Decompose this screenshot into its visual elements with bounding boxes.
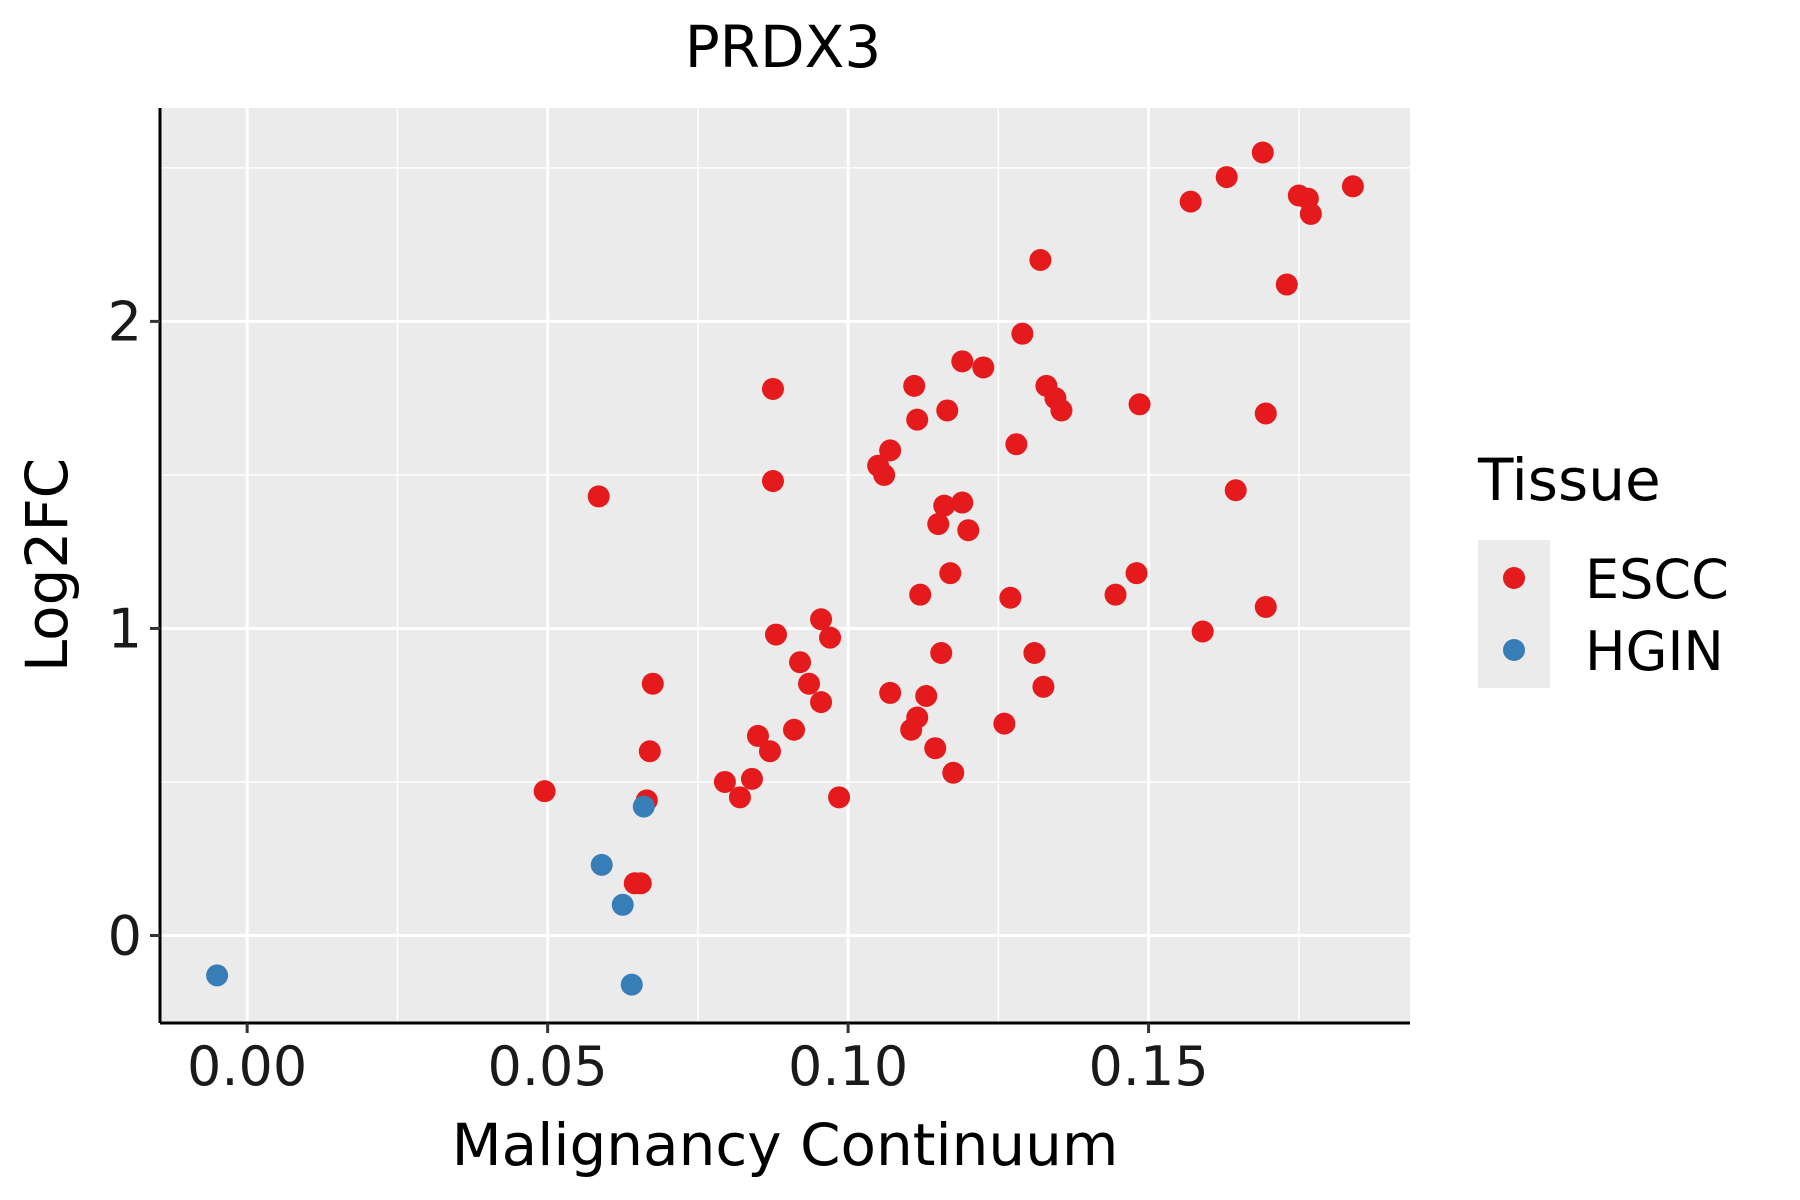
data-point-escc [1224,479,1247,502]
x-axis-ticks: 0.00 0.05 0.10 0.15 [187,1023,1209,1098]
legend: Tissue ESCC HGIN [1477,446,1729,688]
data-point-escc [1125,562,1148,585]
data-point-escc [909,583,932,606]
data-point-escc [1341,175,1364,198]
data-point-escc [915,684,938,707]
data-point-escc [951,350,974,373]
data-point-escc [933,494,956,517]
data-point-escc [1275,273,1298,296]
data-point-escc [810,608,833,631]
data-point-escc [713,770,736,793]
data-point-escc [1104,583,1127,606]
data-point-escc [873,463,896,486]
data-point-escc [927,513,950,536]
data-point-escc [1191,620,1214,643]
legend-key-escc [1503,567,1525,589]
data-point-escc [1032,675,1055,698]
data-point-escc [1215,166,1238,189]
data-point-escc [819,626,842,649]
data-point-escc [761,470,784,493]
data-points [206,141,1364,996]
y-tick-label: 1 [108,597,142,660]
data-point-escc [942,761,965,784]
data-point-escc [758,740,781,763]
data-point-escc [828,786,851,809]
data-point-escc [641,672,664,695]
x-tick-label: 0.15 [1088,1035,1208,1098]
data-point-hgin [632,795,655,818]
data-point-escc [533,780,556,803]
chart-title: PRDX3 [685,13,882,81]
data-point-escc [999,586,1022,609]
data-point-escc [930,642,953,665]
y-axis-title: Log2FC [13,458,81,672]
data-point-hgin [206,964,229,987]
data-point-escc [879,681,902,704]
data-point-escc [740,767,763,790]
data-point-escc [638,740,661,763]
data-point-escc [629,872,652,895]
data-point-escc [972,356,995,379]
data-point-escc [810,691,833,714]
data-point-escc [1299,202,1322,225]
data-point-escc [1128,393,1151,416]
data-point-escc [1050,399,1073,422]
y-tick-label: 2 [108,290,142,353]
x-axis-title: Malignancy Continuum [452,1111,1119,1179]
data-point-escc [761,377,784,400]
data-point-escc [879,439,902,462]
data-point-escc [1023,642,1046,665]
data-point-escc [783,718,806,741]
x-tick-label: 0.10 [788,1035,908,1098]
data-point-escc [587,485,610,508]
data-point-hgin [620,973,643,996]
data-point-escc [993,712,1016,735]
data-point-escc [1179,190,1202,213]
data-point-escc [951,491,974,514]
data-point-escc [746,724,769,747]
data-point-escc [789,651,812,674]
data-point-escc [906,706,929,729]
data-point-escc [728,786,751,809]
data-point-escc [1011,322,1034,345]
legend-key-background [1478,540,1550,688]
data-point-escc [936,399,959,422]
data-point-escc [924,737,947,760]
y-tick-label: 0 [108,904,142,967]
plot-panel [160,108,1410,1023]
legend-key-hgin [1503,639,1525,661]
y-axis-ticks: 0 1 2 [108,290,160,967]
x-tick-label: 0.05 [488,1035,608,1098]
data-point-hgin [590,853,613,876]
data-point-hgin [611,893,634,916]
data-point-escc [939,562,962,585]
data-point-escc [764,623,787,646]
data-point-escc [1251,141,1274,164]
data-point-escc [798,672,821,695]
data-point-escc [1254,402,1277,425]
legend-label-hgin: HGIN [1585,620,1724,683]
legend-title: Tissue [1477,446,1661,514]
data-point-escc [1254,595,1277,618]
data-point-escc [906,408,929,431]
data-point-escc [1005,433,1028,456]
data-point-escc [957,519,980,542]
data-point-escc [1029,248,1052,271]
legend-label-escc: ESCC [1585,548,1729,611]
data-point-escc [903,374,926,397]
x-tick-label: 0.00 [187,1035,307,1098]
